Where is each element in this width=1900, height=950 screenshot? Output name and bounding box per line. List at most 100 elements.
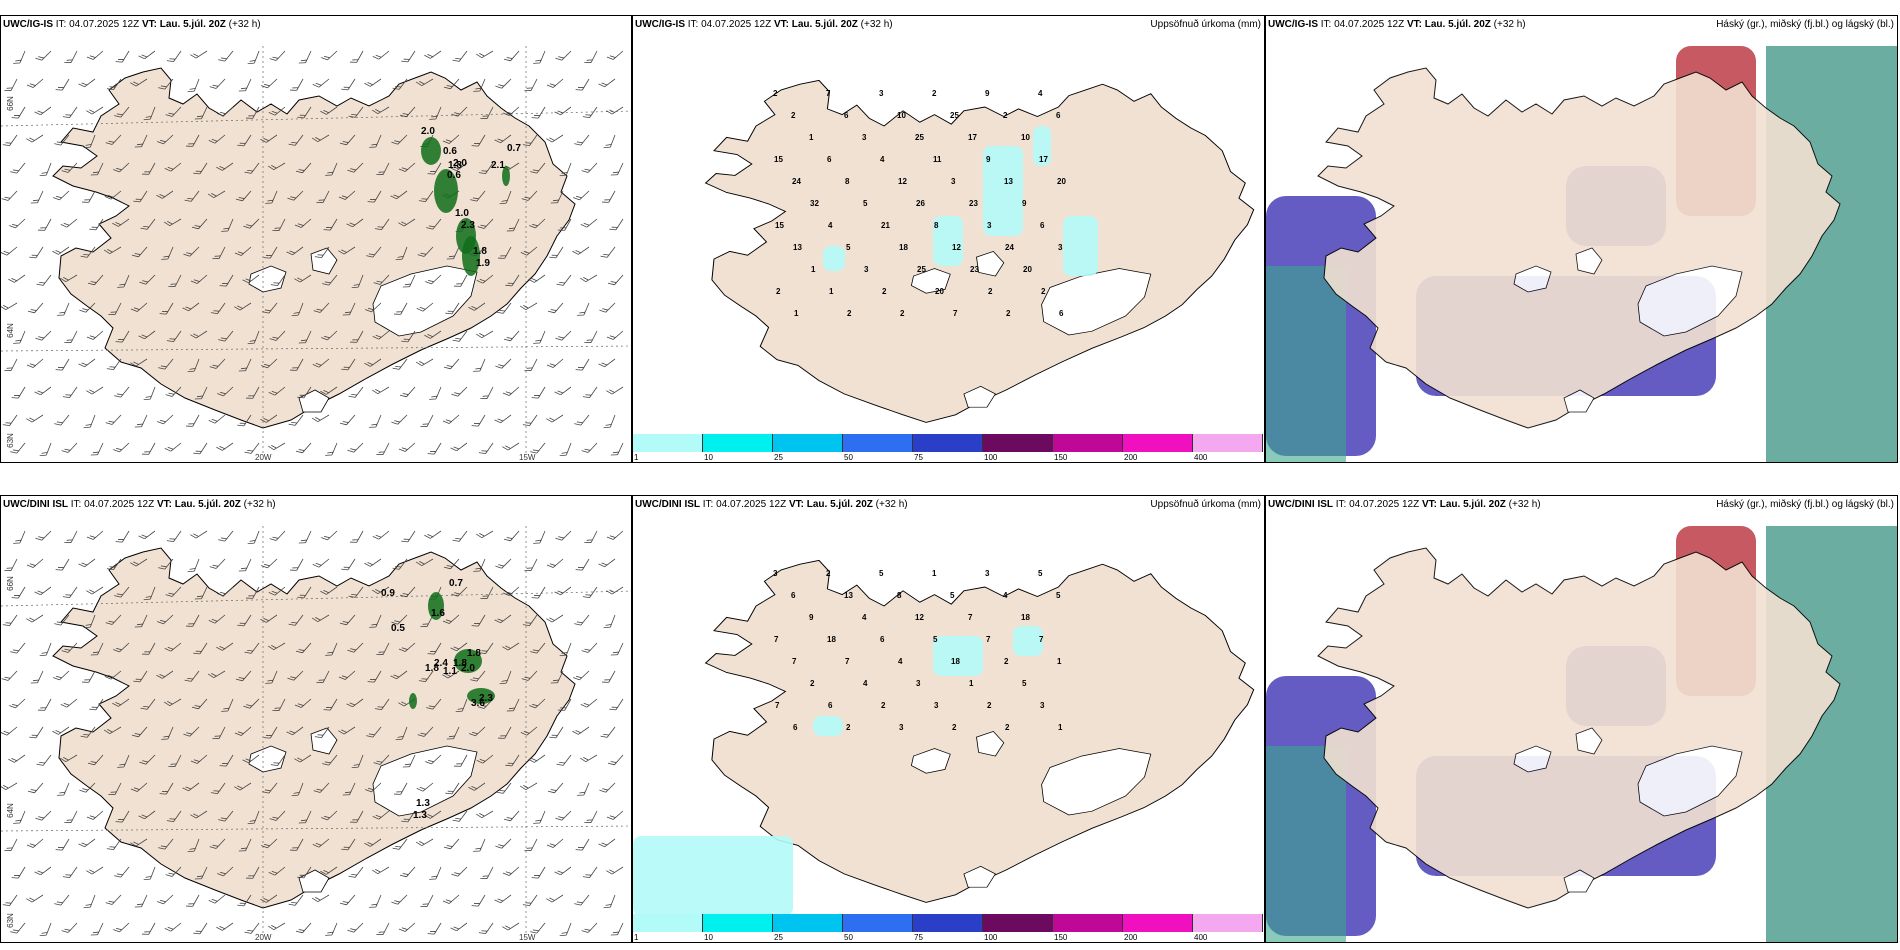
wind-barb — [415, 78, 434, 87]
precip-value-label: 25 — [950, 111, 959, 120]
glacier — [976, 250, 1005, 277]
wind-barb — [86, 810, 104, 820]
wind-barb — [533, 530, 546, 544]
precip-value-label: 6 — [1059, 309, 1064, 318]
wind-barb — [244, 162, 260, 174]
precip-area — [1013, 626, 1043, 656]
wind-barb — [247, 330, 260, 345]
wind-barb — [193, 162, 208, 175]
wind-barb — [572, 246, 590, 255]
wind-barb — [235, 190, 252, 202]
wind-barb — [401, 330, 416, 343]
wind-barb — [247, 530, 260, 545]
glacier — [298, 389, 330, 413]
wind-barb — [582, 106, 598, 119]
wind-barb — [559, 642, 572, 657]
colorbar-swatch — [983, 914, 1053, 932]
precip-value-label: 2 — [773, 89, 778, 98]
wind-barb — [112, 698, 130, 707]
wind-barb — [243, 218, 260, 229]
wind-barb — [443, 78, 460, 90]
colorbar-tick: 100 — [984, 933, 998, 942]
precip-blob — [462, 236, 480, 276]
glacier — [976, 730, 1005, 757]
wind-barb — [78, 78, 96, 88]
wind-barb — [103, 726, 122, 735]
wind-barb — [208, 614, 226, 624]
wind-barb — [476, 274, 494, 284]
glacier — [298, 869, 330, 893]
wind-barb — [480, 866, 494, 879]
wind-value-label: 1.8 — [425, 663, 439, 674]
wind-barb — [473, 78, 486, 92]
colorbar-tick: 1 — [634, 933, 639, 942]
precip-area — [983, 146, 1023, 236]
wind-value-label: 0.9 — [381, 588, 395, 599]
wind-barb — [372, 810, 390, 820]
wind-barb — [34, 106, 52, 116]
precip-value-label: 2 — [826, 569, 831, 578]
wind-barb — [54, 134, 70, 146]
wind-barb — [547, 302, 564, 314]
wind-barb — [505, 754, 520, 767]
wind-barb — [559, 162, 572, 177]
wind-barb — [598, 358, 616, 368]
wind-barb — [533, 50, 546, 64]
wind-barb — [349, 330, 364, 343]
wind-barb — [369, 614, 382, 628]
glacier — [1513, 745, 1552, 773]
wind-barb — [473, 358, 486, 372]
wind-barb — [2, 134, 18, 147]
wind-barb — [217, 866, 234, 877]
precip-value-label: 5 — [950, 591, 955, 600]
wind-barb — [140, 218, 156, 230]
wind-barb — [502, 586, 520, 596]
precip-value-label: 3 — [864, 265, 869, 274]
wind-barb — [86, 330, 104, 340]
wind-barb — [503, 330, 520, 342]
wind-barb — [416, 302, 434, 312]
precip-value-label: 2 — [1004, 657, 1009, 666]
wind-barb — [579, 754, 598, 763]
precip-value-label: 9 — [986, 155, 991, 164]
wind-barb — [574, 414, 590, 426]
wind-barb — [2, 614, 18, 627]
wind-barb — [158, 558, 174, 570]
wind-barb — [260, 894, 278, 903]
wind-barb — [11, 106, 26, 119]
wind-barb — [424, 50, 442, 59]
wind-barb — [83, 414, 96, 429]
precip-title: Uppsöfnuð úrkoma (mm) — [1150, 19, 1261, 30]
glacier — [1637, 265, 1743, 337]
wind-barb — [320, 106, 338, 115]
wind-barb — [90, 442, 104, 456]
wind-barb — [26, 558, 44, 568]
wind-barb — [450, 162, 468, 172]
wind-barb — [245, 106, 260, 119]
wind-barb — [247, 810, 260, 825]
wind-barb — [480, 106, 494, 119]
wind-barb — [139, 754, 156, 765]
wind-barb — [86, 106, 104, 115]
wind-barb — [287, 190, 304, 201]
wind-barb — [480, 586, 494, 599]
wind-barb — [115, 50, 130, 63]
wind-barb — [35, 50, 52, 61]
precip-value-label: 2 — [952, 723, 957, 732]
wind-panel-top: UWC/IG-IS IT: 04.07.2025 12Z VT: Lau. 5.… — [0, 15, 632, 463]
wind-barb — [158, 838, 174, 850]
wind-barb — [478, 642, 494, 655]
wind-barb — [245, 586, 260, 599]
lon-label-20w: 20W — [255, 453, 272, 462]
wind-barb — [371, 866, 390, 875]
glacier — [963, 865, 996, 888]
precip-map-bottom: 3 2 5 1 3 56 13 8 5 4 59 4 12 7 187 18 6 5 7 77 7 4 18 2 12 4 3 1 57… — [633, 559, 1255, 916]
wind-barb — [289, 838, 304, 851]
wind-barb — [321, 530, 338, 541]
wind-barb — [426, 698, 442, 710]
wind-barb — [4, 78, 18, 91]
wind-barb — [115, 330, 130, 343]
wind-barb — [524, 78, 538, 91]
wind-barb — [297, 586, 312, 599]
wind-barb — [156, 670, 174, 679]
